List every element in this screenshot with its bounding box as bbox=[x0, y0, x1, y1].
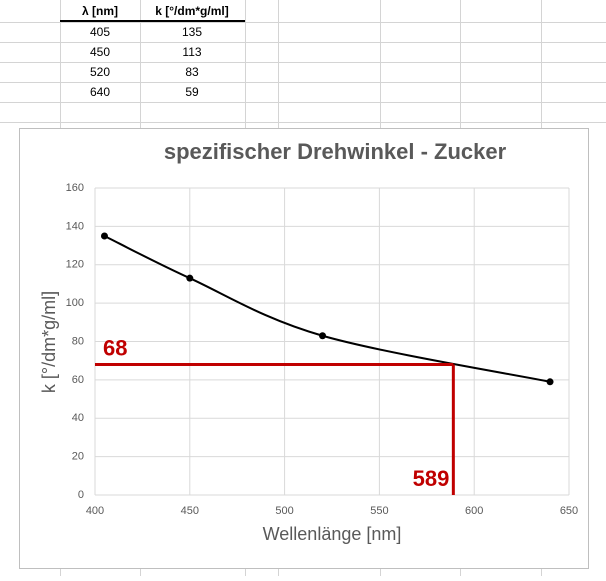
cell: 59 bbox=[185, 85, 199, 99]
y-tick-label: 160 bbox=[66, 182, 84, 194]
x-tick-label: 600 bbox=[465, 505, 483, 517]
x-axis-label: Wellenlänge [nm] bbox=[263, 524, 402, 544]
y-axis-label: k [°/dm*g/ml] bbox=[39, 291, 59, 393]
y-tick-label: 40 bbox=[72, 412, 84, 424]
x-tick-label: 400 bbox=[86, 505, 104, 517]
cell: 405 bbox=[90, 25, 110, 39]
series-line bbox=[104, 235, 551, 383]
cell: 83 bbox=[185, 65, 199, 79]
x-tick-label: 650 bbox=[560, 505, 578, 517]
reading-x-label: 589 bbox=[413, 466, 450, 491]
y-tick-label: 100 bbox=[66, 297, 84, 309]
point bbox=[100, 232, 108, 240]
x-tick-label: 450 bbox=[181, 505, 199, 517]
point bbox=[546, 378, 554, 386]
cell: 520 bbox=[90, 65, 110, 79]
cell: 640 bbox=[90, 85, 110, 99]
x-tick-label: 500 bbox=[275, 505, 293, 517]
y-tick-label: 140 bbox=[66, 220, 84, 232]
y-tick-label: 0 bbox=[78, 489, 84, 501]
cell: 135 bbox=[182, 25, 202, 39]
point bbox=[319, 332, 327, 340]
header-cell: λ [nm] bbox=[82, 4, 118, 18]
cell: 450 bbox=[90, 45, 110, 59]
chart-title: spezifischer Drehwinkel - Zucker bbox=[164, 139, 507, 164]
reading-y-label: 68 bbox=[103, 335, 127, 360]
y-tick-label: 60 bbox=[72, 374, 84, 386]
y-tick-label: 80 bbox=[72, 335, 84, 347]
header-cell: k [°/dm*g/ml] bbox=[155, 4, 228, 18]
y-tick-label: 20 bbox=[72, 451, 84, 463]
y-tick-label: 120 bbox=[66, 259, 84, 271]
x-tick-label: 550 bbox=[370, 505, 388, 517]
cell: 113 bbox=[182, 45, 201, 59]
point bbox=[186, 274, 194, 282]
